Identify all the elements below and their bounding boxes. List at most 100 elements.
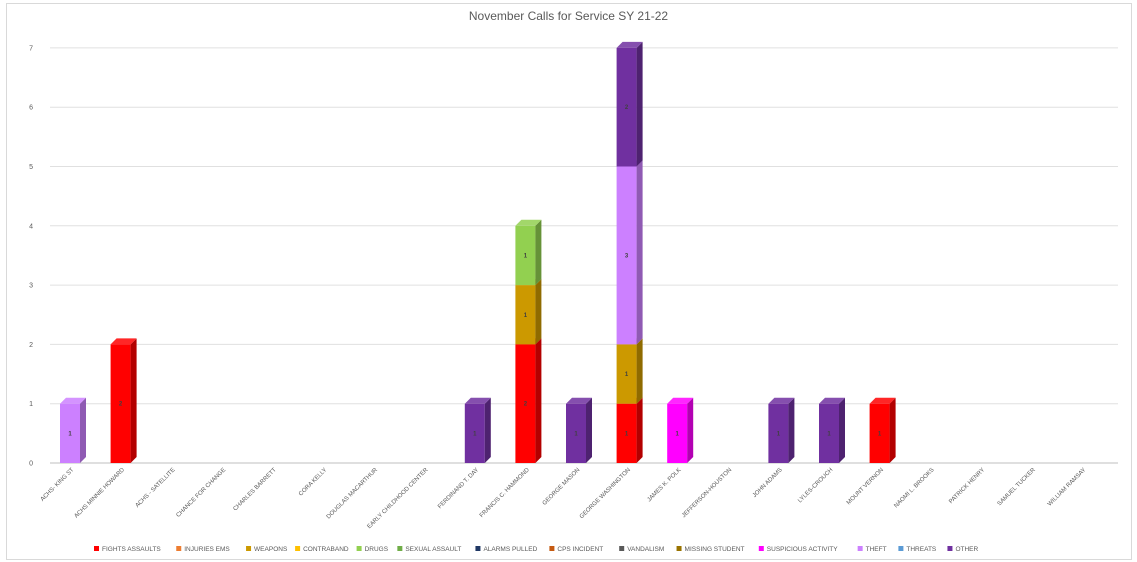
y-tick-label: 0	[29, 461, 33, 468]
legend-swatch	[397, 546, 403, 551]
bar-segment	[869, 403, 890, 463]
x-category-label: ACHS - SATELLITE	[135, 467, 177, 509]
legend-label: CONTRABAND	[303, 546, 349, 553]
bar-segment	[464, 403, 485, 463]
data-label: 1	[473, 431, 477, 437]
legend-swatch	[356, 546, 362, 551]
data-label: 1	[878, 431, 882, 437]
legend-label: FIGHTS ASSAULTS	[102, 546, 161, 553]
bar-segment-side	[130, 338, 137, 463]
x-category-label: FERDINAND T. DAY	[437, 467, 480, 510]
bar-segment	[616, 166, 637, 345]
x-category-label: LYLES-CROUCH	[797, 467, 834, 504]
bar-segment-side	[484, 397, 491, 463]
bar-segment	[667, 403, 688, 463]
bar-segment-top	[869, 397, 896, 404]
x-category-label: ACHS MINNIE HOWARD	[74, 467, 127, 520]
bar-segment-top	[768, 397, 795, 404]
legend-label: VANDALISM	[627, 546, 664, 553]
legend-label: DRUGS	[365, 546, 389, 553]
bar-segment-side	[687, 397, 694, 463]
data-label: 2	[524, 402, 528, 408]
bar-segment-side	[535, 279, 542, 345]
bar-segment-side	[636, 160, 643, 345]
data-label: 1	[777, 431, 781, 437]
legend-label: ALARMS PULLED	[483, 546, 537, 553]
x-category-label: MOUNT VERNON	[846, 467, 885, 506]
y-tick-label: 5	[29, 164, 33, 171]
bar-segment	[616, 47, 637, 167]
bar-segment	[566, 403, 586, 463]
bar-segment-side	[636, 41, 643, 167]
data-label: 1	[625, 372, 629, 378]
bar-segment-top	[515, 219, 542, 226]
chart-frame	[6, 3, 1132, 560]
data-label: 3	[625, 253, 629, 259]
y-tick-label: 6	[29, 105, 33, 112]
x-category-label: GEORGE WASHINGTON	[579, 467, 632, 520]
bar-segment-top	[110, 338, 137, 345]
legend-swatch	[295, 546, 301, 551]
x-category-label: SAMUEL TUCKER	[997, 467, 1038, 508]
legend-swatch	[758, 546, 764, 551]
bar-segment-side	[889, 397, 896, 463]
x-category-label: NAOMI L. BROOKS	[893, 467, 935, 509]
bar-segment-side	[636, 338, 643, 404]
x-category-label: JAMES K. POLK	[647, 467, 683, 503]
data-label: 2	[119, 402, 123, 408]
x-category-label: WILLIAM RAMSAY	[1047, 467, 1087, 507]
bar-segment	[515, 285, 536, 345]
bar-segment-side	[586, 397, 592, 463]
legend-label: WEAPONS	[254, 546, 288, 553]
bar-segment	[768, 403, 789, 463]
bar-segment	[616, 344, 637, 404]
data-label: 1	[524, 313, 528, 319]
data-label: 1	[68, 431, 72, 437]
legend-swatch	[176, 546, 182, 551]
bar-segment-side	[80, 397, 86, 463]
legend-swatch	[475, 546, 481, 551]
data-label: 1	[676, 431, 680, 437]
legend-swatch	[619, 546, 625, 551]
data-label: 2	[625, 105, 629, 111]
data-label: 1	[524, 253, 528, 259]
x-category-label: FRANCIS C. HAMMOND	[479, 467, 531, 519]
x-category-label: JOHN ADAMS	[752, 467, 784, 499]
x-category-label: EARLY CHILDHOOD CENTER	[367, 467, 430, 530]
x-category-label: DOUGLAS MACARTHUR	[326, 467, 380, 521]
legend-swatch	[947, 546, 953, 551]
y-tick-label: 3	[29, 283, 33, 290]
bar-segment	[60, 403, 80, 463]
legend-label: INJURIES EMS	[184, 546, 230, 553]
y-tick-label: 2	[29, 342, 33, 349]
bar-segment	[616, 403, 637, 463]
data-label: 1	[625, 431, 629, 437]
x-category-label: JEFFERSON-HOUSTON	[681, 467, 733, 519]
legend-label: SUSPICIOUS ACTIVITY	[767, 546, 838, 553]
legend-swatch	[898, 546, 904, 551]
x-category-label: PATRICK HENRY	[948, 467, 986, 505]
legend-label: THREATS	[906, 546, 937, 553]
bar-segment	[819, 403, 839, 463]
chart-title: November Calls for Service SY 21-22	[468, 9, 669, 23]
bar-segment	[515, 225, 536, 286]
bar-segment	[515, 344, 536, 463]
y-tick-label: 4	[29, 223, 33, 230]
bar-segment-side	[535, 219, 542, 286]
x-category-label: GEORGE MASON	[542, 467, 582, 507]
bar-segment-top	[667, 397, 694, 404]
bar-segment-top	[464, 397, 491, 404]
data-label: 1	[827, 431, 831, 437]
bar-segment-top	[819, 397, 845, 404]
legend-swatch	[676, 546, 682, 551]
y-tick-label: 1	[29, 401, 33, 408]
bar-segment-side	[535, 338, 542, 463]
bar-segment-top	[566, 397, 592, 404]
legend-label: OTHER	[955, 546, 978, 553]
legend-swatch	[94, 546, 99, 551]
x-category-label: CORA KELLY	[298, 467, 328, 497]
legend-label: SEXUAL ASSAULT	[405, 546, 461, 553]
bar-segment-side	[636, 397, 643, 463]
legend-swatch	[246, 546, 252, 551]
